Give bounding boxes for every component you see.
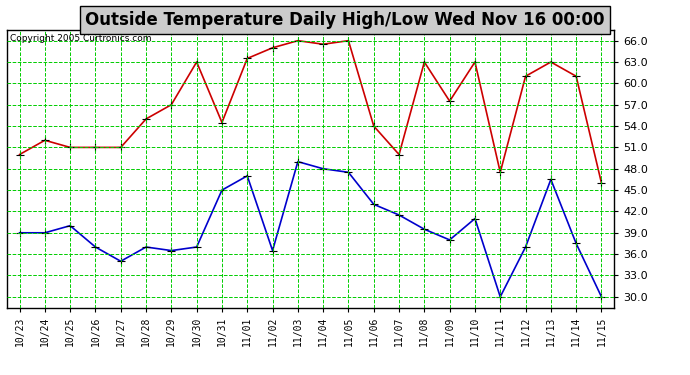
Text: Copyright 2005 Curtronics.com: Copyright 2005 Curtronics.com (10, 34, 151, 43)
Text: Outside Temperature Daily High/Low Wed Nov 16 00:00: Outside Temperature Daily High/Low Wed N… (86, 11, 604, 29)
